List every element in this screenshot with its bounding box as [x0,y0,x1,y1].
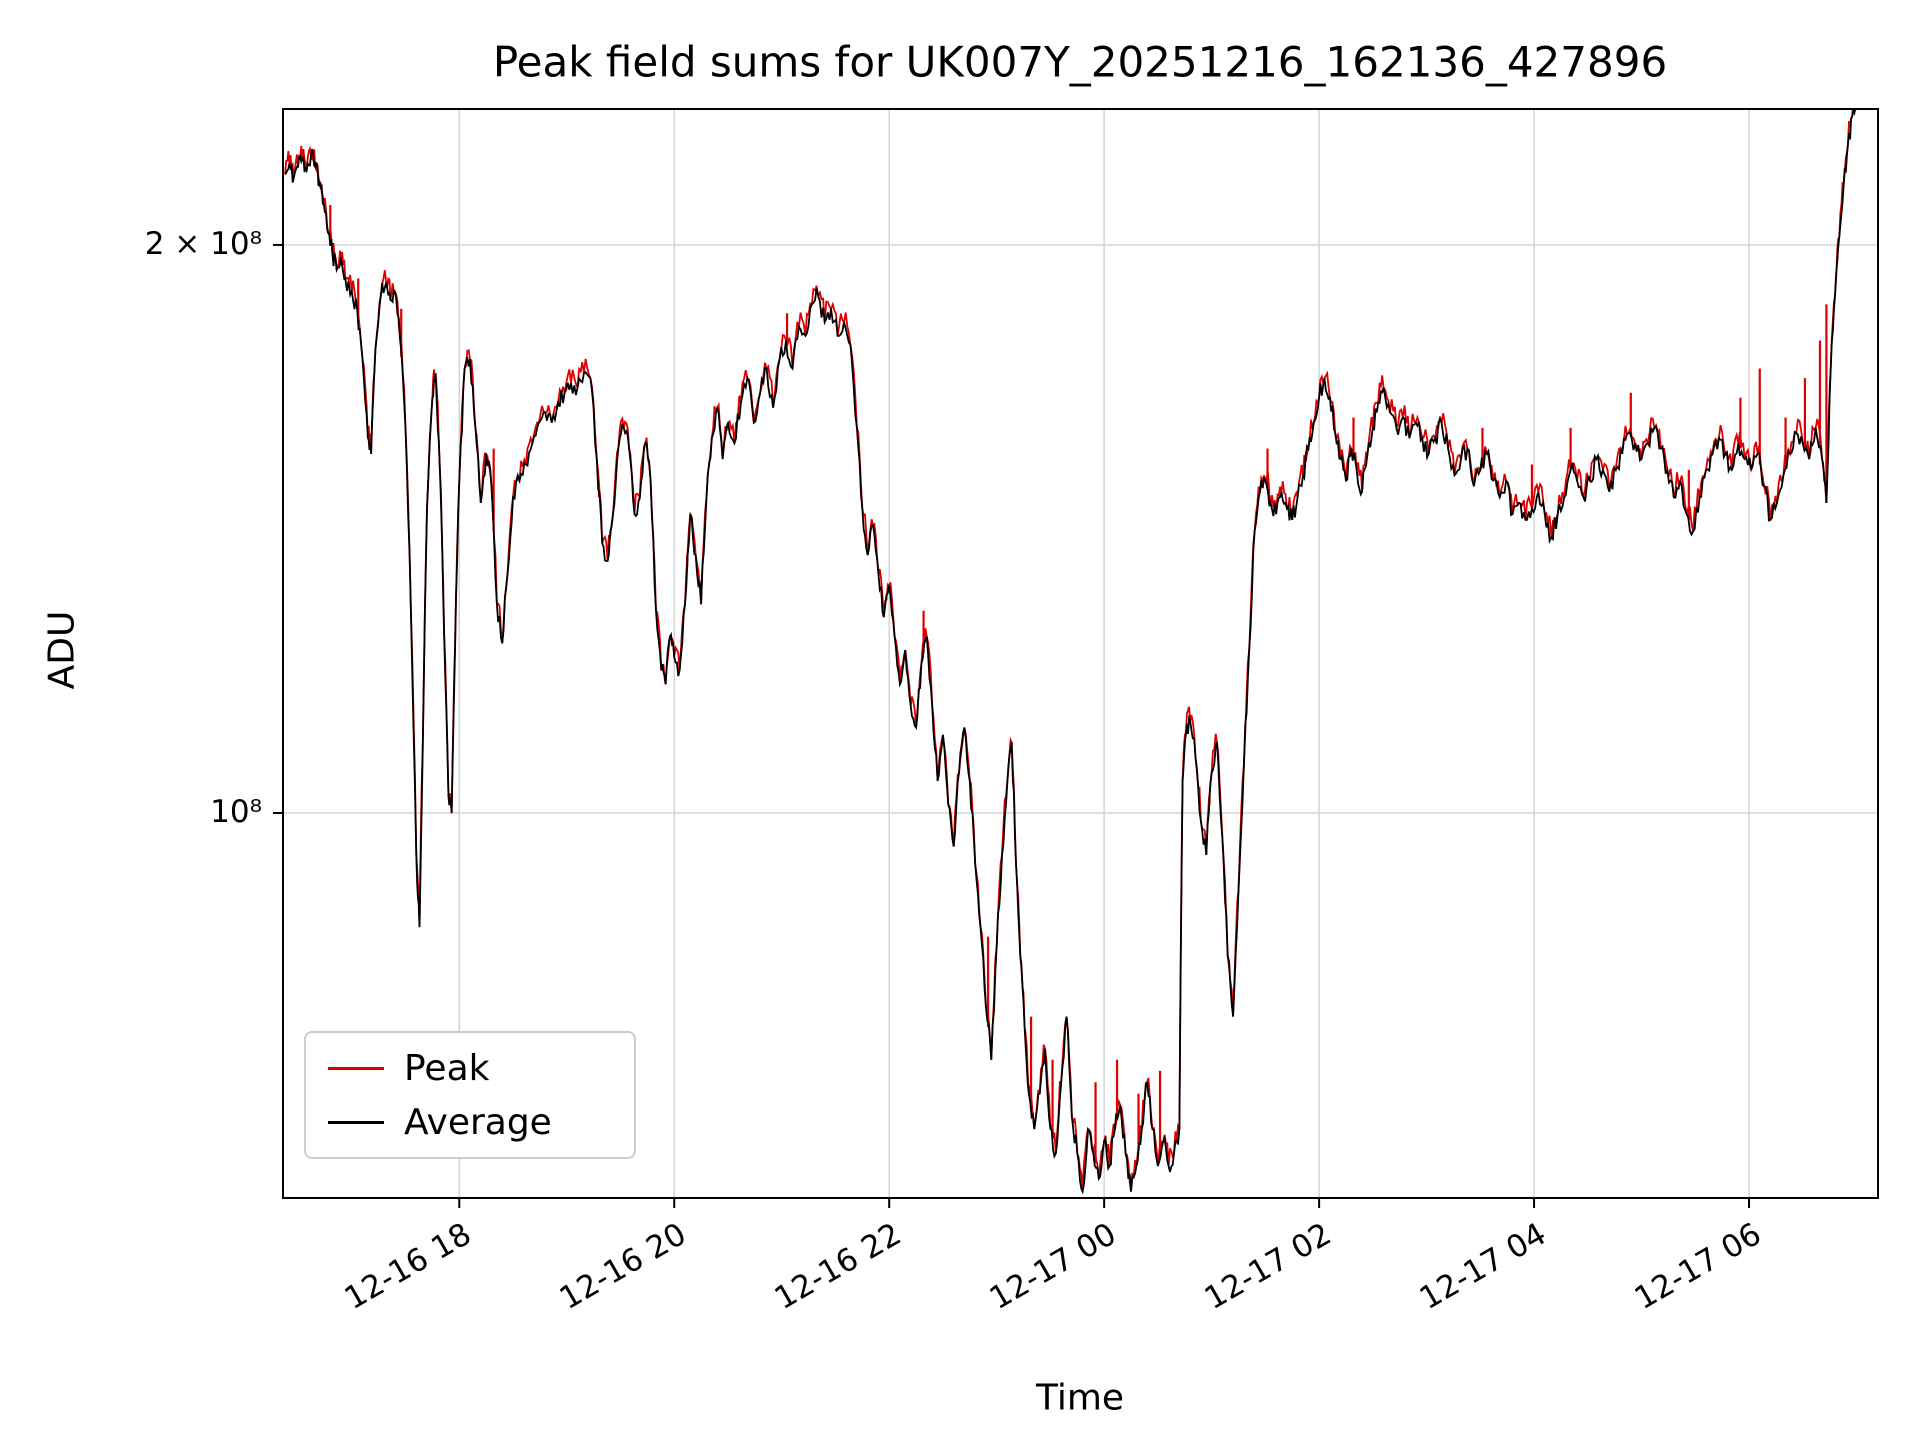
y-tick-label: 2 × 10⁸ [144,225,262,262]
plot-border [282,108,1879,1199]
legend-item-peak: Peak [328,1048,624,1089]
average-line [284,109,1857,1195]
gridlines [283,109,1878,1198]
x-axis-label: Time [1035,1377,1125,1419]
y-tick-label: 10⁸ [210,794,262,830]
y-axis-label: ADU [41,610,83,690]
average-line-swatch [328,1120,384,1124]
legend-label-average: Average [404,1101,552,1143]
peak-line-swatch [328,1066,384,1070]
legend: Peak Average [304,1031,636,1159]
legend-label-peak: Peak [404,1047,490,1089]
chart-title: Peak field sums for UK007Y_20251216_1621… [492,37,1668,87]
legend-item-average: Average [328,1102,624,1143]
peak-line [284,109,1854,1192]
